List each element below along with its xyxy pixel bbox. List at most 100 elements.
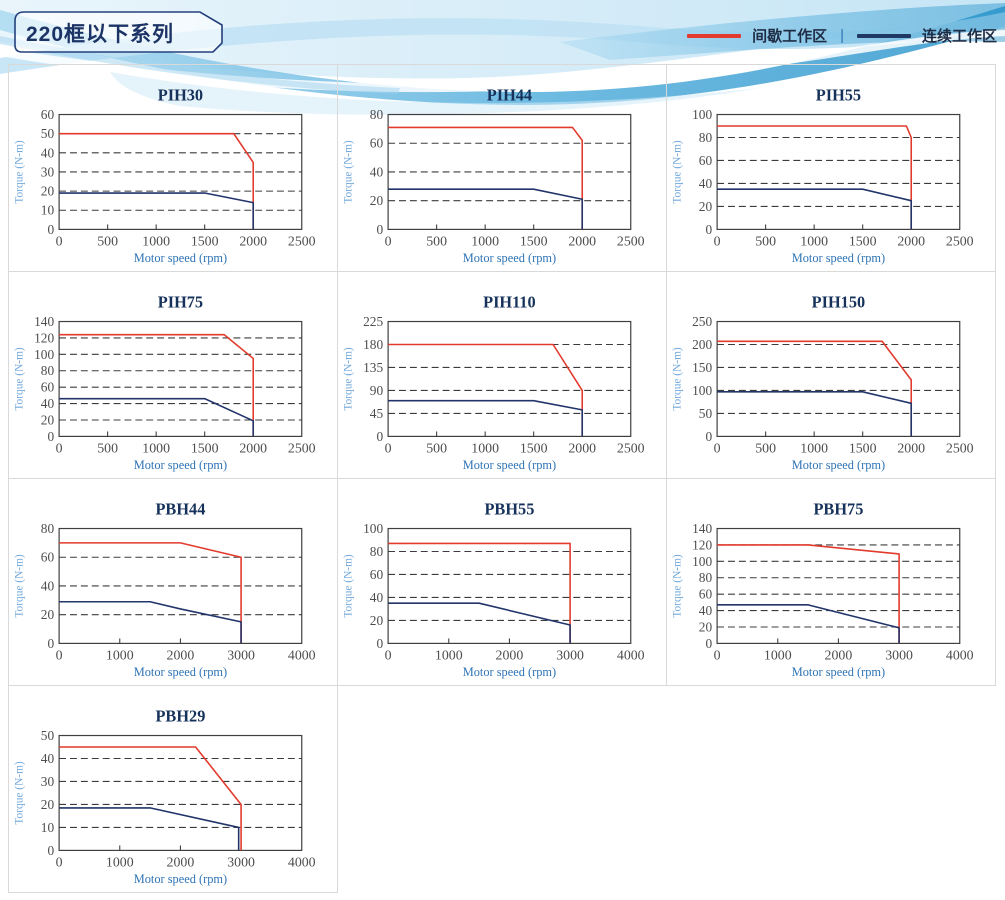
x-tick-label: 0 (56, 854, 63, 869)
continuous-line-swatch (856, 33, 911, 38)
x-tick-label: 2000 (239, 233, 267, 248)
x-tick-label: 1500 (520, 233, 548, 248)
y-tick-label: 80 (370, 107, 384, 122)
chart-PBH29: PBH29 0 10 20 30 40 50 0 1000 2000 3000 4000 Motor s… (13, 707, 316, 886)
x-tick-label: 500 (426, 440, 447, 455)
chart-cell-PBH29: PBH29 0 10 20 30 40 50 0 1000 2000 3000 4000 Motor s… (8, 685, 338, 893)
x-tick-label: 1500 (191, 440, 219, 455)
y-tick-label: 40 (370, 164, 384, 179)
x-tick-label: 3000 (227, 647, 255, 662)
intermittent-line (388, 542, 571, 644)
x-axis-label: Motor speed (rpm) (134, 872, 227, 886)
y-tick-label: 0 (705, 429, 712, 444)
chart-cell-PIH44: PIH44 0 20 40 60 80 0 500 1000 1500 2000 2500 Motor … (337, 64, 667, 272)
legend-label-continuous: 连续工作区 (921, 28, 997, 45)
x-tick-label: 500 (755, 233, 776, 248)
chart-cell-PIH75: PIH75 0 20 40 60 80 100 120 140 0 500 1000 1500 2000 2… (8, 271, 338, 479)
x-tick-label: 0 (714, 233, 721, 248)
x-tick-label: 0 (385, 233, 392, 248)
y-tick-label: 60 (41, 550, 55, 565)
series-title: 220框以下系列 (26, 23, 175, 46)
plot-frame (716, 527, 961, 644)
y-axis-label: Torque (N-m) (342, 554, 354, 618)
y-tick-label: 80 (699, 570, 713, 585)
chart-cell-PIH150: PIH150 0 50 100 150 200 250 0 500 1000 1500 2000 250… (666, 271, 996, 479)
x-tick-label: 0 (714, 440, 721, 455)
y-tick-label: 225 (363, 314, 383, 329)
x-tick-label: 2000 (167, 854, 195, 869)
intermittent-line (59, 542, 242, 644)
y-tick-label: 20 (699, 619, 713, 634)
y-tick-label: 0 (47, 843, 54, 858)
y-axis-label: Torque (N-m) (13, 554, 25, 618)
y-tick-label: 150 (692, 360, 712, 375)
x-tick-label: 1000 (800, 233, 828, 248)
y-axis-label: Torque (N-m) (342, 140, 354, 204)
chart-PBH44: PBH44 0 20 40 60 80 0 1000 2000 3000 4000 Motor spe… (13, 500, 315, 679)
chart-title: PIH110 (483, 293, 536, 312)
continuous-line (59, 192, 255, 230)
continuous-line (59, 397, 255, 437)
y-tick-label: 200 (692, 337, 712, 352)
y-tick-label: 0 (705, 222, 712, 237)
x-tick-label: 2000 (239, 440, 267, 455)
legend: 间歇工作区 | 连续工作区 (687, 25, 997, 46)
y-tick-label: 20 (41, 412, 55, 427)
series-title-badge: 220框以下系列 (6, 10, 226, 54)
y-tick-label: 100 (34, 347, 54, 362)
y-tick-label: 0 (47, 636, 54, 651)
chart-title: PIH150 (812, 293, 866, 312)
x-tick-label: 1000 (106, 647, 134, 662)
x-tick-label: 2500 (617, 440, 645, 455)
x-tick-label: 4000 (288, 854, 316, 869)
y-tick-label: 0 (376, 429, 383, 444)
intermittent-line (388, 126, 584, 230)
y-axis-label: Torque (N-m) (671, 554, 683, 618)
y-tick-label: 100 (692, 383, 712, 398)
x-tick-label: 0 (56, 440, 63, 455)
x-tick-label: 500 (755, 440, 776, 455)
y-axis-label: Torque (N-m) (13, 347, 25, 411)
chart-cell-PBH44: PBH44 0 20 40 60 80 0 1000 2000 3000 4000 Motor spe… (8, 478, 338, 686)
chart-cell-PBH75: PBH75 0 20 40 60 80 100 120 140 0 1000 2000 3000 4000… (666, 478, 996, 686)
x-axis-label: Motor speed (rpm) (134, 665, 227, 679)
x-tick-label: 1000 (435, 647, 463, 662)
x-tick-label: 1000 (471, 233, 499, 248)
continuous-line (59, 600, 242, 644)
y-tick-label: 40 (699, 603, 713, 618)
x-tick-label: 2000 (568, 233, 596, 248)
x-tick-label: 2500 (617, 233, 645, 248)
chart-cell-PIH55: PIH55 0 20 40 60 80 100 0 500 1000 1500 2000 2500 Mot… (666, 64, 996, 272)
x-tick-label: 1500 (520, 440, 548, 455)
y-tick-label: 100 (692, 107, 712, 122)
y-tick-label: 0 (376, 636, 383, 651)
plot-frame (387, 527, 632, 644)
x-axis-label: Motor speed (rpm) (463, 458, 556, 472)
y-tick-label: 0 (47, 429, 54, 444)
y-axis-label: Torque (N-m) (13, 140, 25, 204)
x-tick-label: 500 (97, 233, 118, 248)
y-tick-label: 120 (34, 330, 54, 345)
x-axis-label: Motor speed (rpm) (463, 665, 556, 679)
chart-title: PIH44 (487, 86, 532, 105)
y-tick-label: 80 (41, 363, 55, 378)
y-tick-label: 0 (376, 222, 383, 237)
x-axis-label: Motor speed (rpm) (134, 251, 227, 265)
y-tick-label: 60 (41, 107, 55, 122)
y-tick-label: 50 (699, 406, 713, 421)
x-tick-label: 2500 (946, 233, 974, 248)
y-tick-label: 100 (692, 554, 712, 569)
x-tick-label: 3000 (885, 647, 913, 662)
intermittent-line (59, 132, 255, 230)
y-tick-label: 140 (692, 521, 712, 536)
y-tick-label: 40 (699, 176, 713, 191)
chart-title: PBH29 (155, 707, 205, 726)
x-tick-label: 2000 (897, 440, 925, 455)
plot-frame (716, 113, 961, 230)
y-axis-label: Torque (N-m) (342, 347, 354, 411)
